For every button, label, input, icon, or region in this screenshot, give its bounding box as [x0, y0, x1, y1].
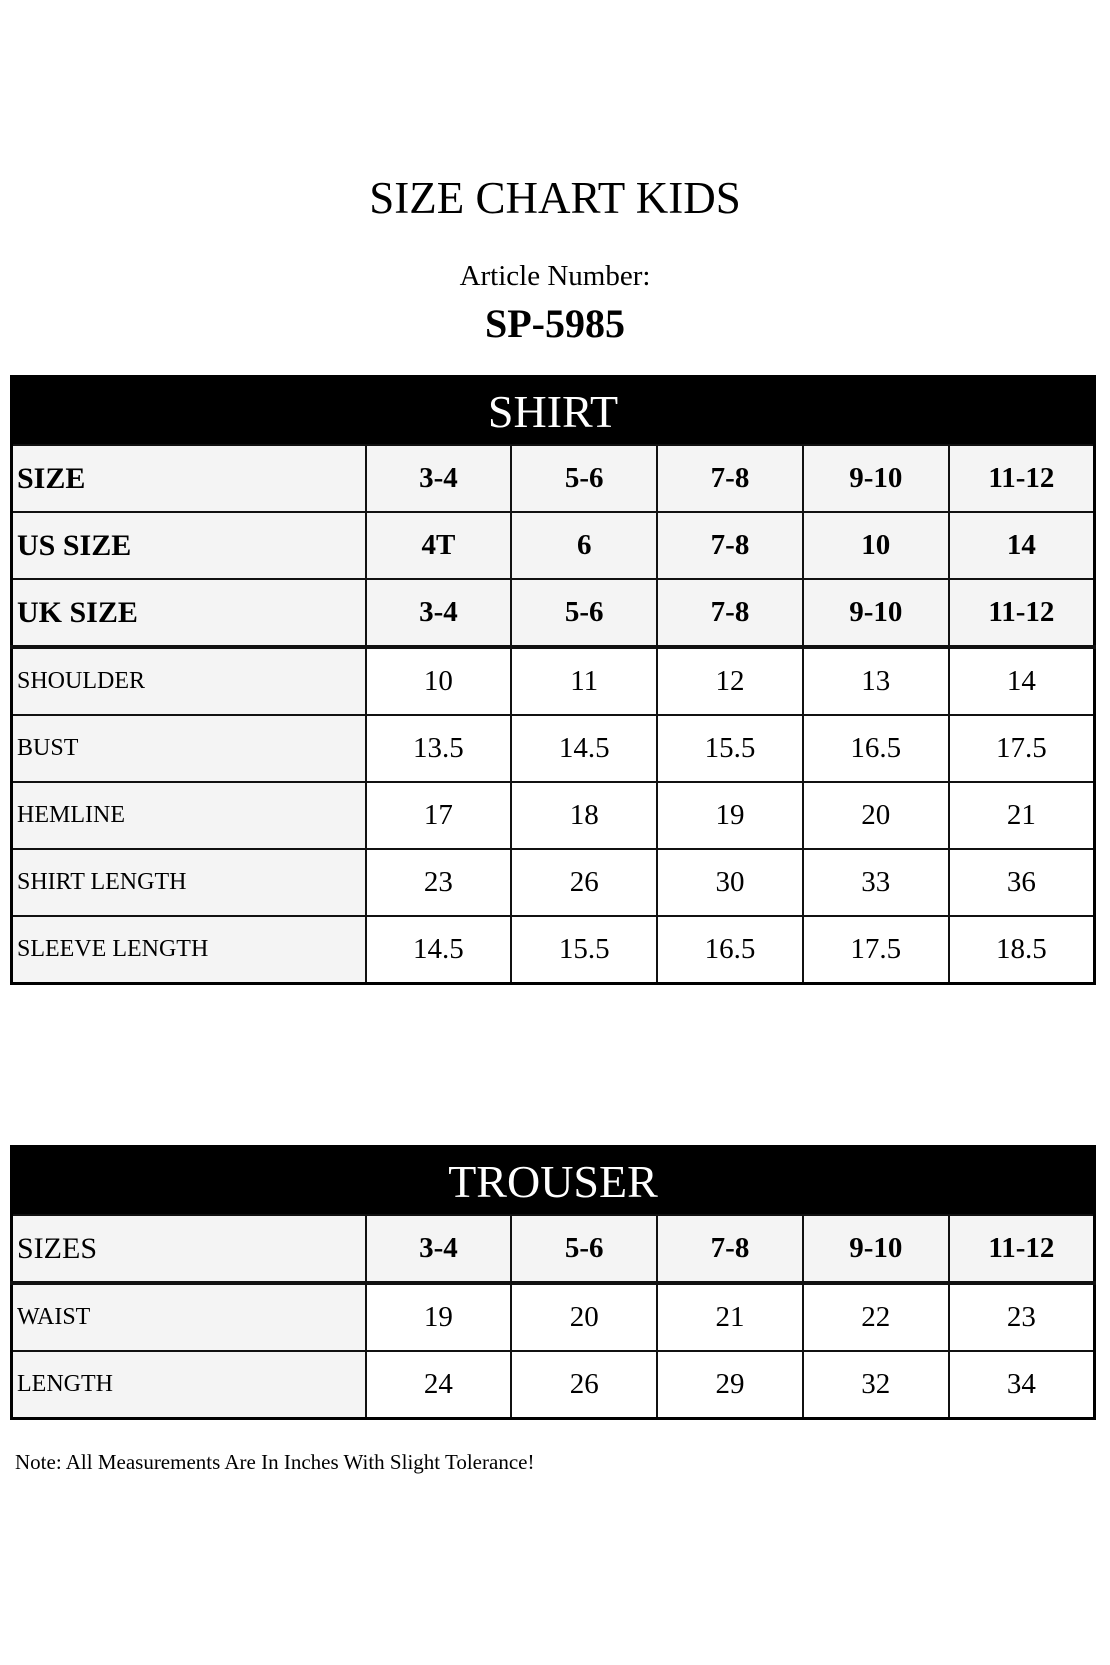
table-row: US SIZE 4T 6 7-8 10 14 — [10, 511, 1096, 580]
table-cell: 11 — [510, 646, 659, 716]
table-row: LENGTH 24 26 29 32 34 — [10, 1350, 1096, 1420]
table-cell: 30 — [656, 848, 804, 917]
table-row: SHIRT LENGTH 23 26 30 33 36 — [10, 848, 1096, 917]
row-label: SHIRT LENGTH — [10, 848, 367, 917]
row-label: WAIST — [10, 1282, 367, 1352]
table-cell: 15.5 — [510, 915, 659, 985]
table-cell: 36 — [947, 848, 1096, 917]
table-cell: 32 — [801, 1350, 950, 1420]
table-cell: 33 — [801, 848, 950, 917]
shirt-size-table: SHIRT SIZE 3-4 5-6 7-8 9-10 11-12 US SIZE 4T 6 7-… — [10, 375, 1096, 985]
table-cell: 7-8 — [656, 511, 804, 580]
row-label: SIZES — [10, 1214, 367, 1285]
row-label: SHOULDER — [10, 646, 367, 716]
table-cell: 14 — [947, 511, 1096, 580]
table-cell: 9-10 — [801, 578, 950, 649]
table-cell: 14 — [947, 646, 1096, 716]
table-cell: 19 — [656, 781, 804, 850]
table-cell: 9-10 — [801, 444, 950, 513]
measurement-note: Note: All Measurements Are In Inches Wit… — [15, 1450, 535, 1474]
table-cell: 26 — [510, 1350, 659, 1420]
table-cell: 23 — [364, 848, 513, 917]
table-cell: 14.5 — [510, 714, 659, 783]
table-cell: 3-4 — [364, 578, 513, 649]
table-cell: 11-12 — [947, 578, 1096, 649]
table-cell: 5-6 — [510, 444, 659, 513]
table-cell: 21 — [947, 781, 1096, 850]
table-cell: 12 — [656, 646, 804, 716]
table-cell: 9-10 — [801, 1214, 950, 1285]
table-cell: 6 — [510, 511, 659, 580]
table-cell: 17 — [364, 781, 513, 850]
table-cell: 4T — [364, 511, 513, 580]
row-label: UK SIZE — [10, 578, 367, 649]
table-cell: 5-6 — [510, 1214, 659, 1285]
table-cell: 26 — [510, 848, 659, 917]
table-cell: 24 — [364, 1350, 513, 1420]
table-cell: 34 — [947, 1350, 1096, 1420]
row-label: HEMLINE — [10, 781, 367, 850]
article-number: SP-5985 — [485, 301, 625, 346]
table-cell: 23 — [947, 1282, 1096, 1352]
table-cell: 19 — [364, 1282, 513, 1352]
table-cell: 10 — [364, 646, 513, 716]
article-number-label: Article Number: — [459, 260, 651, 292]
table-cell: 3-4 — [364, 444, 513, 513]
table-row: SHOULDER 10 11 12 13 14 — [10, 646, 1096, 716]
table-cell: 17.5 — [801, 915, 950, 985]
table-cell: 29 — [656, 1350, 804, 1420]
table-cell: 13.5 — [364, 714, 513, 783]
table-cell: 7-8 — [656, 444, 804, 513]
table-row: SLEEVE LENGTH 14.5 15.5 16.5 17.5 18.5 — [10, 915, 1096, 985]
table-row: BUST 13.5 14.5 15.5 16.5 17.5 — [10, 714, 1096, 783]
trouser-size-table: TROUSER SIZES 3-4 5-6 7-8 9-10 11-12 WAIST 19 20… — [10, 1145, 1096, 1420]
table-cell: 13 — [801, 646, 950, 716]
table-cell: 17.5 — [947, 714, 1096, 783]
row-label: US SIZE — [10, 511, 367, 580]
table-cell: 18 — [510, 781, 659, 850]
shirt-heading: SHIRT — [11, 376, 1095, 445]
table-cell: 20 — [510, 1282, 659, 1352]
table-cell: 5-6 — [510, 578, 659, 649]
row-label: BUST — [10, 714, 367, 783]
table-row: WAIST 19 20 21 22 23 — [10, 1282, 1096, 1352]
table-cell: 16.5 — [656, 915, 804, 985]
row-label: SLEEVE LENGTH — [10, 915, 367, 985]
table-cell: 20 — [801, 781, 950, 850]
table-cell: 22 — [801, 1282, 950, 1352]
row-label: LENGTH — [10, 1350, 367, 1420]
table-row: UK SIZE 3-4 5-6 7-8 9-10 11-12 — [10, 578, 1096, 649]
row-label: SIZE — [10, 444, 367, 513]
table-cell: 11-12 — [947, 444, 1096, 513]
table-cell: 3-4 — [364, 1214, 513, 1285]
table-cell: 11-12 — [947, 1214, 1096, 1285]
table-row: SIZE 3-4 5-6 7-8 9-10 11-12 — [10, 444, 1096, 513]
table-cell: 21 — [656, 1282, 804, 1352]
table-row: SIZES 3-4 5-6 7-8 9-10 11-12 — [10, 1214, 1096, 1285]
table-cell: 14.5 — [364, 915, 513, 985]
table-cell: 7-8 — [656, 1214, 804, 1285]
table-row: HEMLINE 17 18 19 20 21 — [10, 781, 1096, 850]
table-cell: 15.5 — [656, 714, 804, 783]
page-title: SIZE CHART KIDS — [369, 173, 741, 223]
table-cell: 7-8 — [656, 578, 804, 649]
table-cell: 16.5 — [801, 714, 950, 783]
table-cell: 10 — [801, 511, 950, 580]
table-cell: 18.5 — [947, 915, 1096, 985]
trouser-heading: TROUSER — [11, 1146, 1095, 1215]
